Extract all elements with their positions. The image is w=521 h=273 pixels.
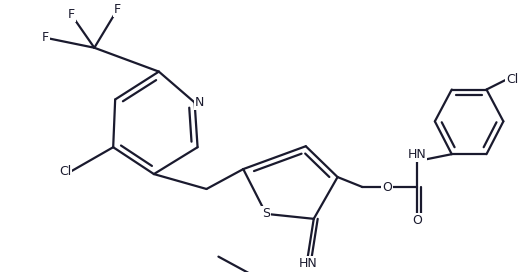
- Text: N: N: [195, 96, 204, 109]
- Text: F: F: [114, 4, 121, 16]
- Text: Cl: Cl: [506, 73, 518, 86]
- Text: O: O: [382, 180, 392, 194]
- Text: HN: HN: [407, 148, 426, 161]
- Text: S: S: [262, 207, 270, 220]
- Text: F: F: [68, 8, 75, 21]
- Text: HN: HN: [299, 257, 317, 270]
- Text: Cl: Cl: [59, 165, 71, 177]
- Text: F: F: [42, 31, 49, 44]
- Text: O: O: [412, 214, 422, 227]
